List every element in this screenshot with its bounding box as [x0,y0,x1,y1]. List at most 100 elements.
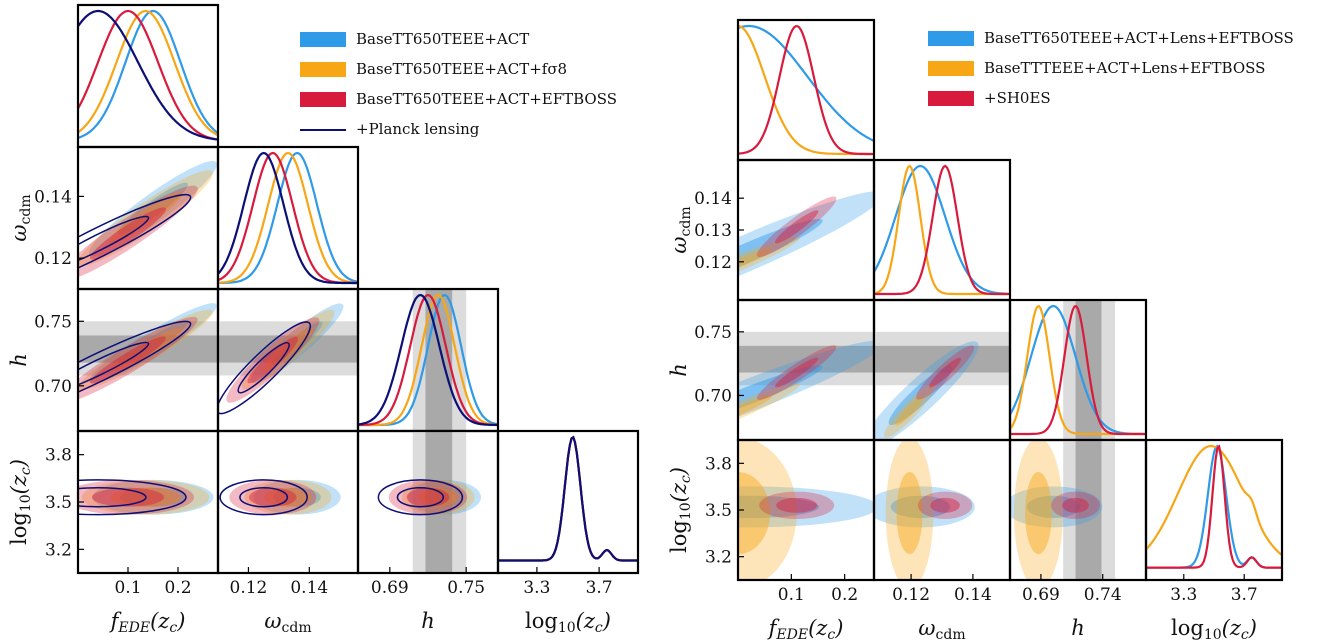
legend-label-4: +Planck lensing [356,120,480,138]
h-prior-band-inner [425,431,453,573]
panel-content [874,164,1010,296]
y-axis-label-log10_zc: log10(zc) [667,467,694,553]
marginal-h-series-3 [1010,305,1146,436]
x-tick-label: 0.14 [954,585,992,605]
marginal-omega_cdm-series-1 [218,151,358,285]
y-tick-label: 0.75 [34,312,72,332]
contour-f_EDE-h-series-1-level-1 [738,340,874,440]
contour-f_EDE-log10_zc-series-3-level-2 [92,487,164,507]
x-axis-label-h-text: h [421,609,435,633]
panel-content [78,161,218,289]
marginal-h-series-3 [358,293,498,426]
contour-omega_cdm-h-series-1-level-1 [250,303,344,384]
y-tick-label: 0.13 [694,221,732,241]
y-axis-label-log10_zc-text: log10(zc) [7,459,34,545]
x-axis-label-log10_zc: log10(zc) [1171,616,1257,642]
contour-f_EDE-log10_zc-series-4-level-2 [78,487,147,508]
contour-f_EDE-h-series-4-level-2 [78,341,150,394]
marginal-h-series-2 [358,293,498,427]
contour-f_EDE-omega_cdm-series-2-level-2 [108,191,183,245]
panel-content [358,289,498,431]
contour-omega_cdm-h-series-1-level-1 [874,341,979,440]
contour-h-log10_zc-series-2-level-2 [418,487,459,507]
contour-omega_cdm-h-series-3-level-1 [916,345,975,400]
x-axis-label-h: h [421,609,435,633]
y-tick-label: 0.14 [694,189,732,209]
contour-f_EDE-omega_cdm-series-1-level-1 [738,191,874,300]
panel-content [738,24,874,156]
contour-h-log10_zc-series-2-level-2 [1025,472,1052,555]
contour-h-log10_zc-series-3-level-1 [1051,491,1101,520]
marginal-f_EDE-series-2 [78,9,218,137]
corner-plot-2: 0.120.130.140.700.750.1 0.23.23.53.80.12 0… [667,18,1294,642]
y-tick-label: 0.12 [694,253,732,273]
marginal-omega_cdm-series-2 [874,164,1010,296]
legend-label-1: BaseTT650TEEE+ACT+Lens+EFTBOSS [984,29,1294,47]
legend-swatch-1 [300,32,346,47]
y-axis-label-h: h [7,353,31,367]
legend: BaseTT650TEEE+ACT BaseTT650TEEE+ACT+fσ8 Ba… [300,30,617,138]
y-tick-label: 0.14 [34,187,72,207]
legend-swatch-2 [928,61,974,76]
y-axis-label-omega_cdm: ωcdm [667,206,694,253]
legend-label-3: +SH0ES [984,89,1051,107]
x-tick-label: 0.14 [290,578,328,598]
contour-f_EDE-omega_cdm-series-3-level-2 [774,210,819,244]
marginal-omega_cdm-series-2 [218,151,358,284]
panel-content [874,331,1010,440]
legend: BaseTT650TEEE+ACT+Lens+EFTBOSS BaseTTTEEE… [928,29,1294,107]
panel-h-h [1008,298,1148,442]
contour-f_EDE-log10_zc-series-1-level-2 [120,487,186,507]
panel-frame [76,3,220,149]
contour-h-log10_zc-series-1-level-2 [1026,495,1080,519]
x-tick-label: 0.75 [447,578,485,598]
y-axis-label-omega_cdm-text: ωcdm [667,206,694,253]
panel-omega_cdm-log10_zc: 0.12 0.14 [872,438,1012,605]
contour-f_EDE-h-series-3-level-2 [775,357,819,388]
panel-omega_cdm-omega_cdm [872,158,1012,302]
contour-omega_cdm-h-series-4-level-2 [237,342,290,394]
panel-f_EDE-h: 0.70 0.75 [34,287,220,433]
marginal-f_EDE-series-1 [78,9,218,139]
x-tick-label: 0.69 [1022,585,1060,605]
panel-content [1010,440,1116,580]
contour-f_EDE-log10_zc-series-4-level-1 [78,479,187,516]
x-tick-label: 3.7 [586,578,613,598]
marginal-f_EDE-series-3 [738,25,874,156]
contour-f_EDE-h-series-2-level-1 [738,383,800,439]
contour-omega_cdm-log10_zc-series-4-level-2 [239,487,289,508]
x-tick-label: 0.2 [164,578,191,598]
panel-frame [872,158,1012,302]
contour-h-log10_zc-series-1-level-2 [424,487,465,507]
contour-f_EDE-omega_cdm-series-3-level-1 [78,185,198,282]
panel-log10_zc-log10_zc: 3.3 3.7 [1144,438,1284,605]
contour-f_EDE-h-series-3-level-1 [756,345,837,400]
x-tick-label: 0.1 [778,585,805,605]
contour-f_EDE-omega_cdm-series-2-level-1 [78,170,213,266]
panel-h-h [356,287,500,433]
x-axis-label-omega_cdm-text: ωcdm [264,609,311,636]
y-axis-label-log10_zc-text: log10(zc) [667,467,694,553]
marginal-log10_zc-series-4 [498,435,638,562]
panel-content [78,479,214,516]
panel-omega_cdm-h [216,287,360,433]
x-axis-label-f_EDE: fEDE(zc) [767,616,844,642]
contour-f_EDE-log10_zc-series-3-level-2 [776,497,818,513]
x-tick-label: 3.7 [1231,585,1258,605]
x-tick-label: 0.12 [892,585,930,605]
panel-content [218,303,358,415]
panel-content [498,435,638,562]
panel-frame [496,429,640,575]
legend-swatch-2 [300,62,346,77]
y-tick-label: 3.5 [705,501,732,521]
marginal-f_EDE-series-3 [78,9,218,141]
x-axis-label-f_EDE: fEDE(zc) [109,609,186,636]
contour-f_EDE-omega_cdm-series-1-level-2 [118,182,188,235]
marginal-log10_zc-series-1 [1146,444,1282,569]
panel-content [1146,444,1282,569]
x-axis-label-f_EDE-text: fEDE(zc) [767,616,844,642]
contour-f_EDE-h-series-1-level-2 [738,365,823,426]
y-tick-label: 0.12 [34,249,72,269]
x-tick-label: 3.3 [523,578,550,598]
y-tick-label: 0.75 [694,323,732,343]
